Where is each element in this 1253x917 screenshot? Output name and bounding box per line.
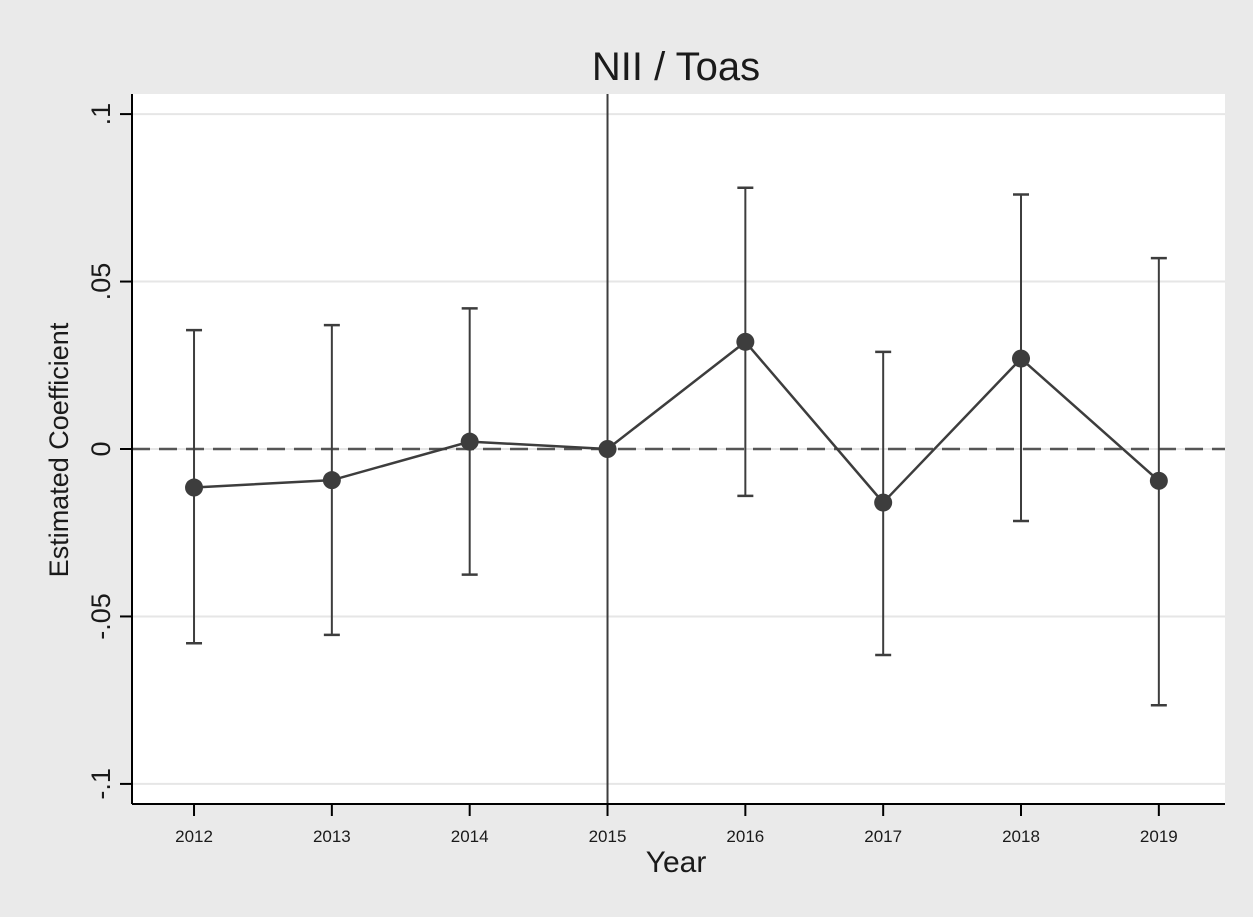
data-point-2014 [460, 432, 479, 451]
x-tick-label: 2019 [1140, 827, 1178, 846]
x-tick-label: 2014 [451, 827, 489, 846]
x-tick-label: 2013 [313, 827, 351, 846]
data-point-2015 [598, 440, 617, 458]
data-point-2013 [322, 471, 341, 490]
x-axis-label: Year [646, 846, 707, 879]
x-tick-label: 2015 [589, 827, 627, 846]
data-point-2012 [185, 478, 204, 497]
data-point-2016 [736, 332, 755, 351]
x-tick-label: 2017 [864, 827, 902, 846]
y-tick-label: .05 [86, 263, 116, 301]
series-line-group [193, 340, 1160, 505]
x-tick-label: 2018 [1002, 827, 1040, 846]
y-tick-label: -.05 [86, 593, 116, 640]
axes: .1 .05 0 -.05 -.1 2012 2013 2014 2015 2016 2017 201… [86, 94, 1225, 846]
data-point-2018 [1012, 349, 1031, 368]
y-tick-label: .1 [86, 103, 116, 126]
x-tick-label: 2016 [726, 827, 764, 846]
x-tick-label: 2012 [175, 827, 213, 846]
data-point-2019 [1149, 471, 1168, 490]
data-point-2017 [874, 493, 893, 512]
y-tick-label: 0 [86, 441, 116, 456]
chart-title: NII / Toas [592, 45, 760, 89]
y-axis-label: Estimated Coefficient [44, 322, 74, 577]
data-points [185, 332, 1168, 512]
series-line [193, 340, 1160, 505]
y-tick-label: -.1 [86, 768, 116, 800]
